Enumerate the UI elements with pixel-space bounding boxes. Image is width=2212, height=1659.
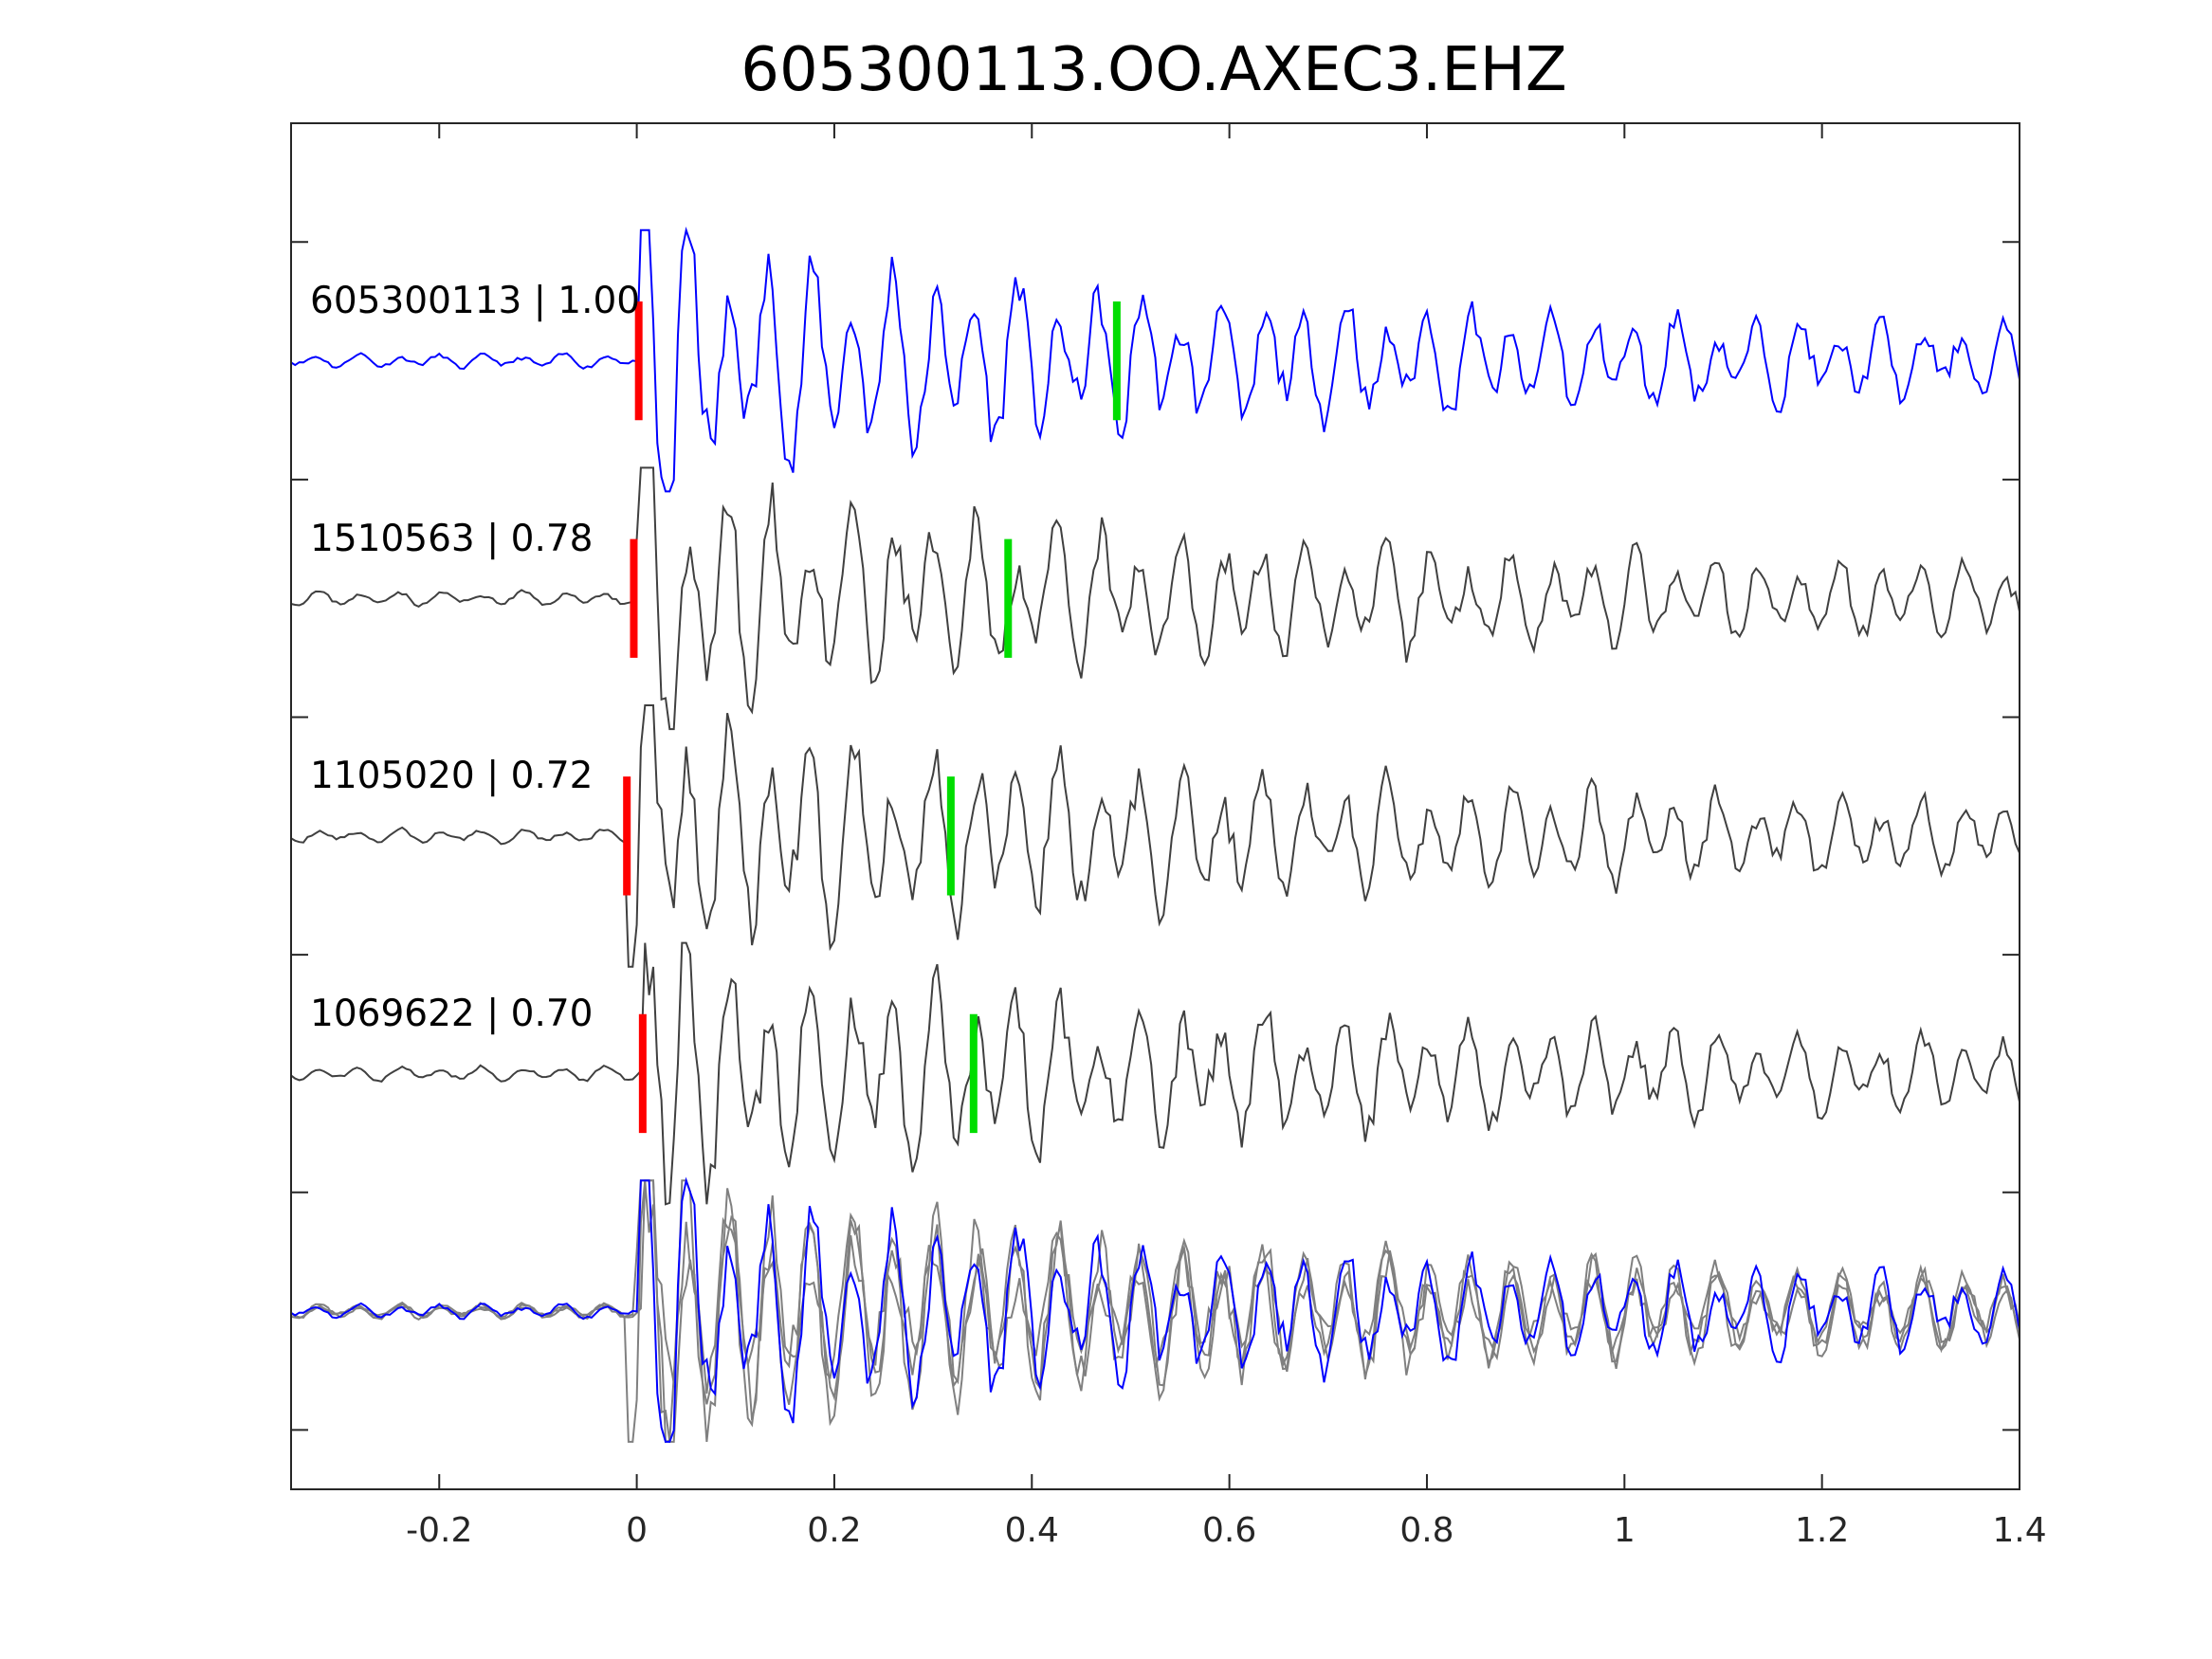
trace-label: 1069622 | 0.70: [310, 993, 593, 1035]
x-tick-label: 0.2: [807, 1511, 861, 1550]
overlay-template-trace: [290, 1176, 2020, 1443]
x-tick-labels: -0.2 0 0.2 0.4 0.6 0.8 1 1.2 1.4: [406, 1511, 2047, 1550]
waveform-trace: [290, 704, 2020, 968]
overlay-trace: [290, 1179, 2020, 1443]
x-tick-label: 0.4: [1005, 1511, 1059, 1550]
x-tick-label: 1: [1614, 1511, 1636, 1550]
trace-label: 1105020 | 0.72: [310, 755, 593, 797]
axis-ticks: [291, 123, 2020, 1489]
x-tick-label: 1.2: [1795, 1511, 1849, 1550]
waveform-trace: [290, 227, 2020, 493]
trace-label: 605300113 | 1.00: [310, 280, 640, 322]
waveform-trace: [290, 466, 2020, 731]
x-tick-label: -0.2: [406, 1511, 472, 1550]
trace-label: 1510563 | 0.78: [310, 518, 593, 560]
waveform-trace: [290, 941, 2020, 1206]
trace-labels: 605300113 | 1.00 1510563 | 0.78 1105020 …: [310, 280, 640, 1035]
x-tick-label: 0: [626, 1511, 648, 1550]
x-tick-label: 0.8: [1399, 1511, 1453, 1550]
plot-area: [290, 227, 2020, 1444]
x-tick-label: 1.4: [1992, 1511, 2046, 1550]
x-tick-label: 0.6: [1202, 1511, 1256, 1550]
axes-box: [290, 122, 2020, 1490]
chart-title: 605300113.OO.AXEC3.EHZ: [740, 35, 1567, 105]
